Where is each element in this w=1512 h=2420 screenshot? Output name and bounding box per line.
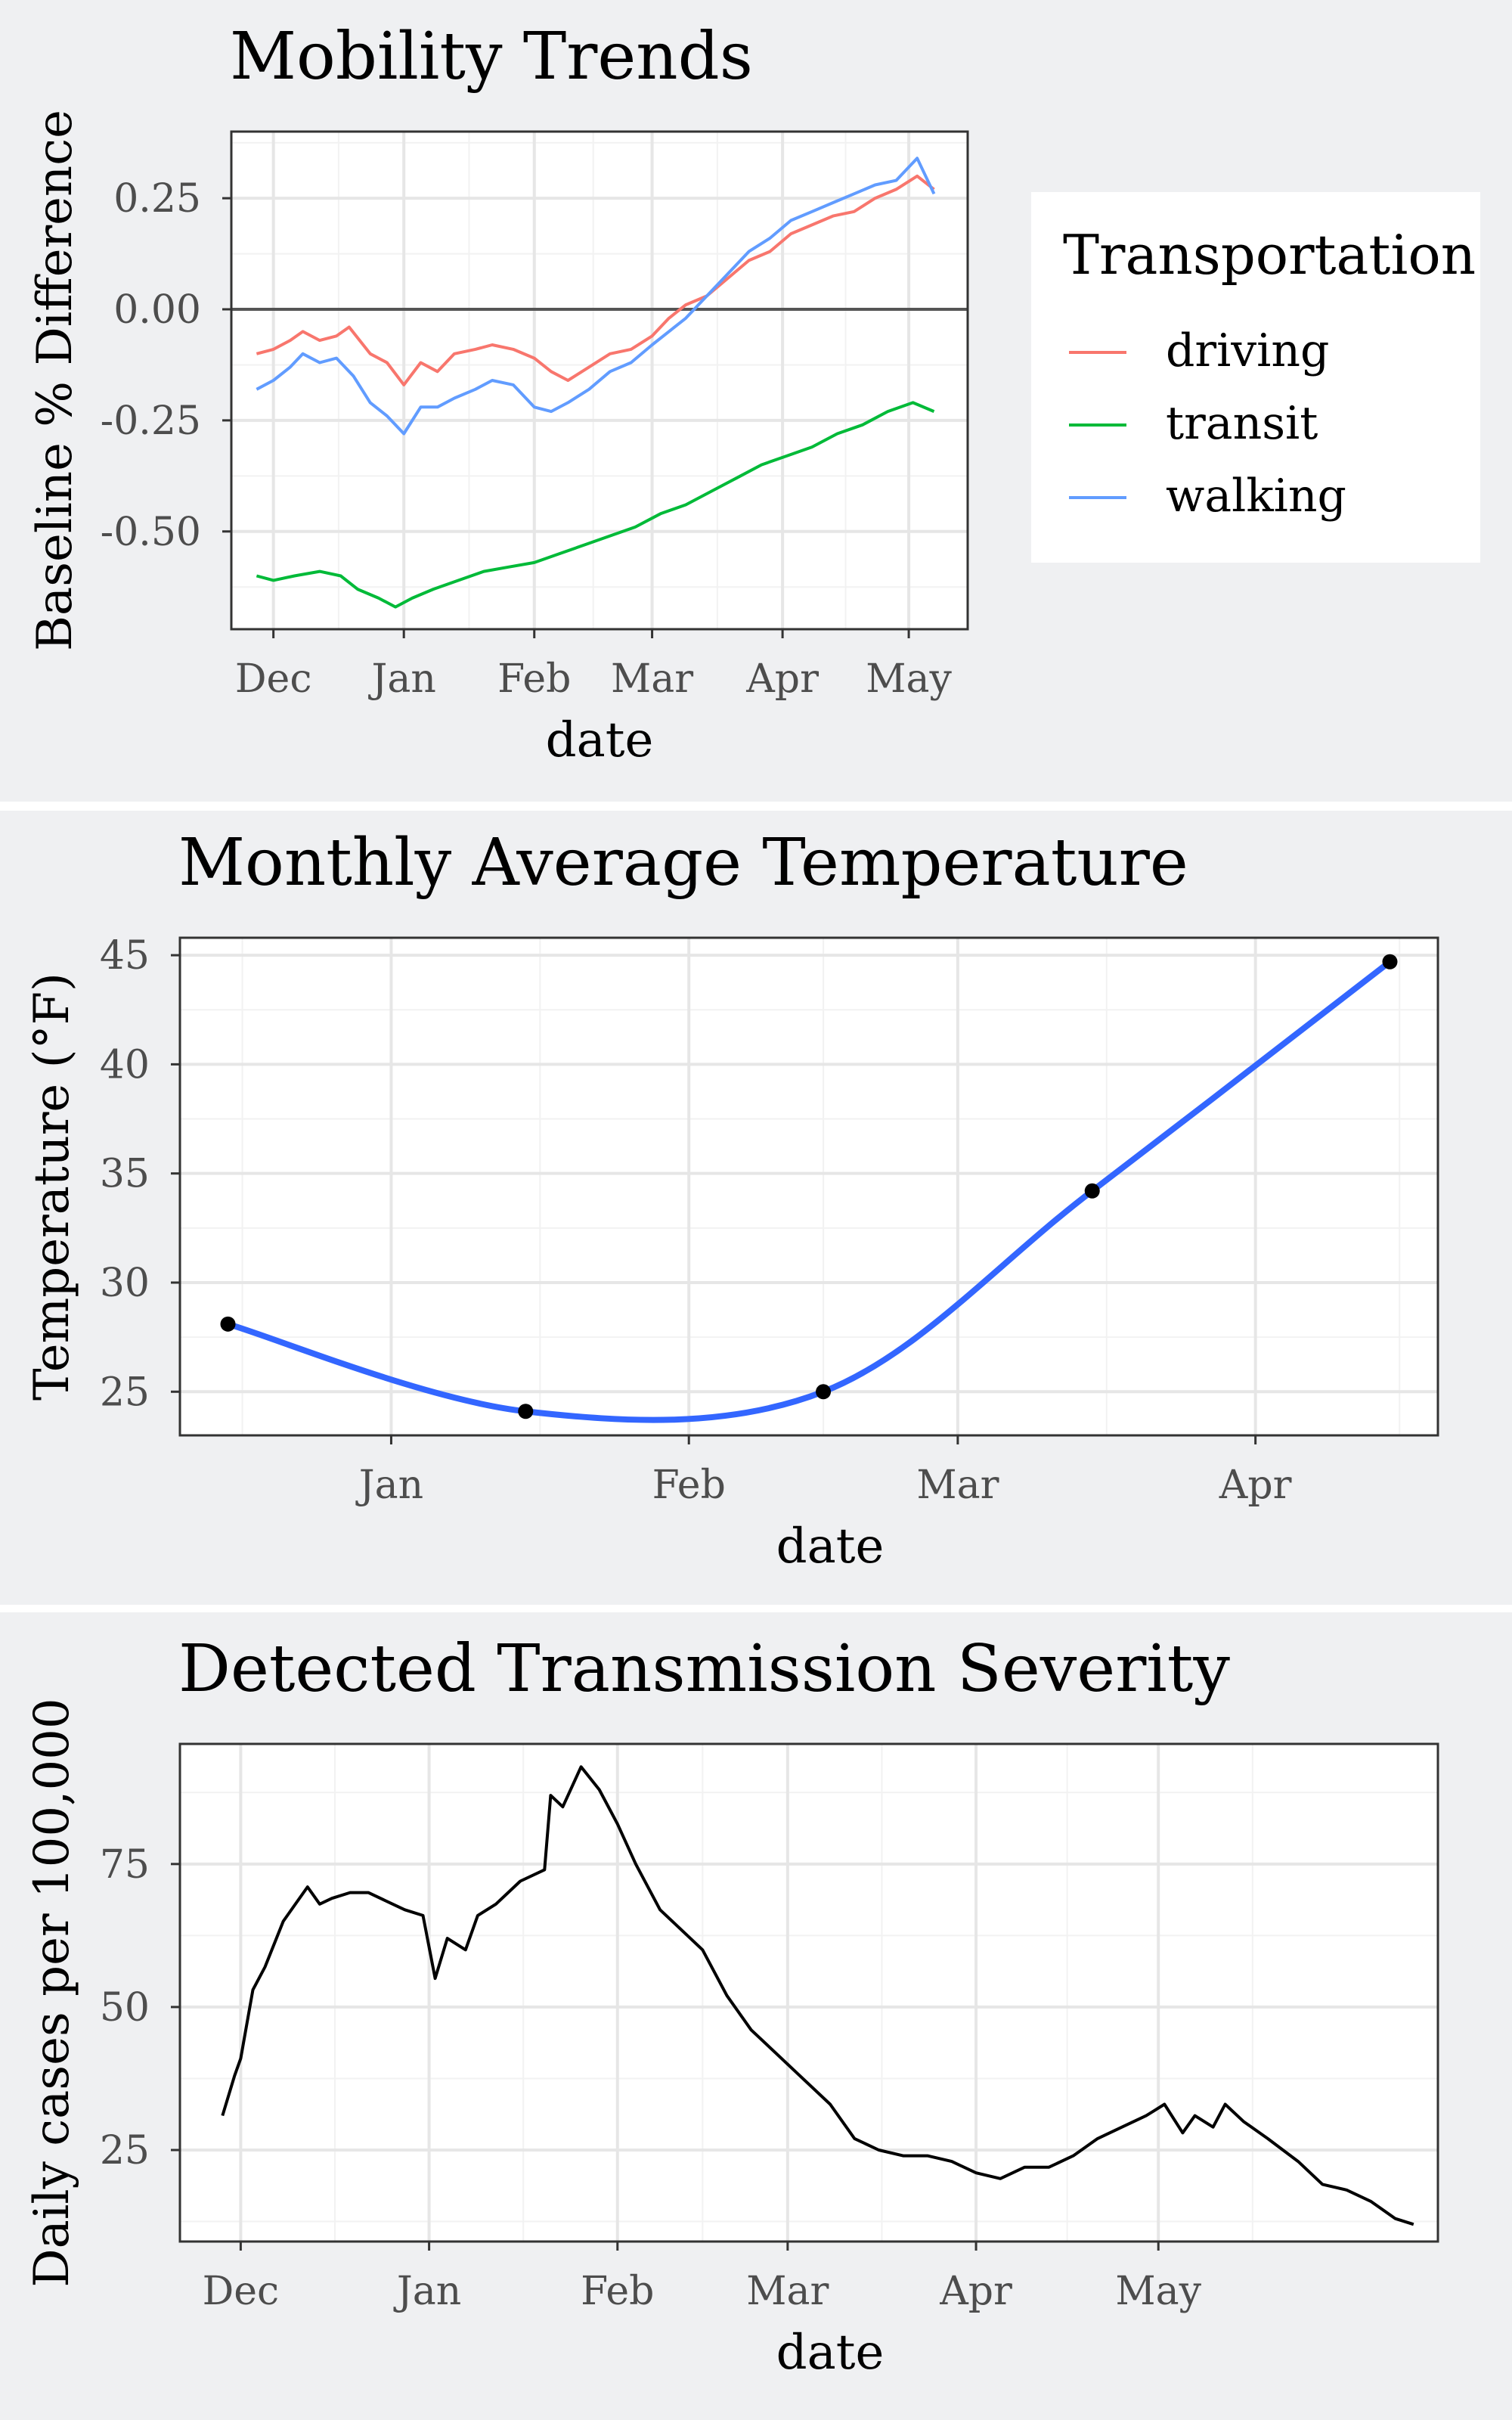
transportation-legend: Transportation driving transit walking — [1031, 192, 1480, 563]
temperature-y-axis-title: Temperature (°F) — [24, 973, 80, 1401]
transmission-x-tick-labels: Dec Jan Feb Mar Apr May — [203, 2269, 1202, 2314]
transmission-y-tick-label: 50 — [100, 1985, 150, 2031]
data-point — [1084, 1183, 1100, 1199]
transmission-x-axis-title: date — [776, 2325, 885, 2381]
temperature-x-tick-labels: Jan Feb Mar Apr — [355, 1463, 1292, 1508]
transmission-y-tick-label: 75 — [100, 1842, 150, 1888]
legend-title: Transportation — [1063, 223, 1476, 287]
mobility-chart-title: Mobility Trends — [230, 19, 753, 95]
temperature-tick-marks — [171, 954, 1257, 1444]
temperature-y-tick-label: 40 — [100, 1042, 150, 1087]
transmission-panel: Dec Jan Feb Mar Apr May 75 50 25 Detecte… — [0, 1612, 1512, 2420]
mobility-panel: Dec Jan Feb Mar Apr May 0.25 0.00 -0.25 … — [0, 0, 1512, 802]
temperature-x-tick-label: Feb — [652, 1463, 726, 1508]
transmission-x-tick-label: Dec — [203, 2269, 280, 2314]
temperature-y-tick-label: 30 — [100, 1261, 150, 1306]
legend-label-driving: driving — [1166, 324, 1329, 377]
series-line-walking — [256, 157, 936, 436]
series-line-driving — [256, 174, 935, 386]
transmission-x-tick-label: Jan — [393, 2269, 461, 2314]
data-point — [518, 1404, 534, 1419]
mobility-x-tick-labels: Dec Jan Feb Mar Apr May — [235, 656, 953, 702]
temperature-x-axis-title: date — [776, 1519, 885, 1575]
temperature-y-tick-label: 25 — [100, 1370, 150, 1415]
transmission-x-tick-label: May — [1115, 2269, 1201, 2314]
series-line-transit — [256, 401, 935, 609]
mobility-plot-border — [230, 130, 969, 631]
mobility-series-lines — [256, 157, 936, 609]
mobility-y-tick-label: -0.50 — [101, 510, 201, 555]
transmission-x-tick-label: Feb — [581, 2269, 654, 2314]
temperature-x-tick-label: Mar — [916, 1463, 999, 1508]
legend-label-walking: walking — [1166, 470, 1346, 523]
transmission-chart-title: Detected Transmission Severity — [178, 1631, 1230, 1707]
temperature-panel: Jan Feb Mar Apr 45 40 35 30 25 Monthly A… — [0, 811, 1512, 1605]
data-point — [816, 1384, 832, 1400]
transmission-plot-border — [178, 1742, 1439, 2243]
temperature-y-tick-labels: 45 40 35 30 25 — [100, 933, 150, 1415]
mobility-x-tick-label: Apr — [745, 656, 819, 702]
transmission-x-tick-label: Apr — [939, 2269, 1012, 2314]
mobility-x-axis-title: date — [546, 712, 654, 768]
mobility-y-tick-label: 0.00 — [113, 287, 201, 333]
mobility-x-tick-label: Feb — [497, 656, 571, 702]
mobility-x-tick-label: Mar — [611, 656, 693, 702]
mobility-tick-marks — [222, 197, 910, 638]
legend-box — [1031, 192, 1480, 563]
temperature-series — [220, 954, 1398, 1423]
mobility-x-tick-label: Dec — [235, 656, 312, 702]
transmission-y-tick-label: 25 — [100, 2128, 150, 2173]
transmission-tick-marks — [171, 1863, 1160, 2251]
data-point — [1382, 954, 1398, 970]
data-point — [220, 1316, 236, 1332]
mobility-x-tick-label: May — [866, 656, 952, 702]
temperature-plot-area — [180, 938, 1438, 1435]
temperature-gridlines — [180, 938, 1438, 1435]
temperature-y-tick-label: 45 — [100, 933, 150, 979]
transmission-series — [221, 1765, 1414, 2226]
temperature-plot-border — [178, 936, 1439, 1437]
mobility-x-tick-label: Jan — [368, 656, 436, 702]
temperature-chart-title: Monthly Average Temperature — [178, 825, 1188, 901]
transmission-plot-area — [180, 1744, 1438, 2242]
mobility-y-tick-label: 0.25 — [113, 176, 201, 222]
legend-label-transit: transit — [1166, 397, 1318, 450]
temperature-x-tick-label: Apr — [1219, 1463, 1292, 1508]
transmission-x-tick-label: Mar — [746, 2269, 829, 2314]
p3-series-line — [221, 1765, 1414, 2226]
mobility-y-tick-label: -0.25 — [101, 399, 201, 444]
temperature-x-tick-label: Jan — [355, 1463, 423, 1508]
mobility-y-tick-labels: 0.25 0.00 -0.25 -0.50 — [101, 176, 201, 555]
transmission-y-tick-labels: 75 50 25 — [100, 1842, 150, 2173]
temperature-y-tick-label: 35 — [100, 1152, 150, 1197]
mobility-y-axis-title: Baseline % Difference — [27, 110, 83, 651]
transmission-y-axis-title: Daily cases per 100,000 — [24, 1698, 80, 2287]
